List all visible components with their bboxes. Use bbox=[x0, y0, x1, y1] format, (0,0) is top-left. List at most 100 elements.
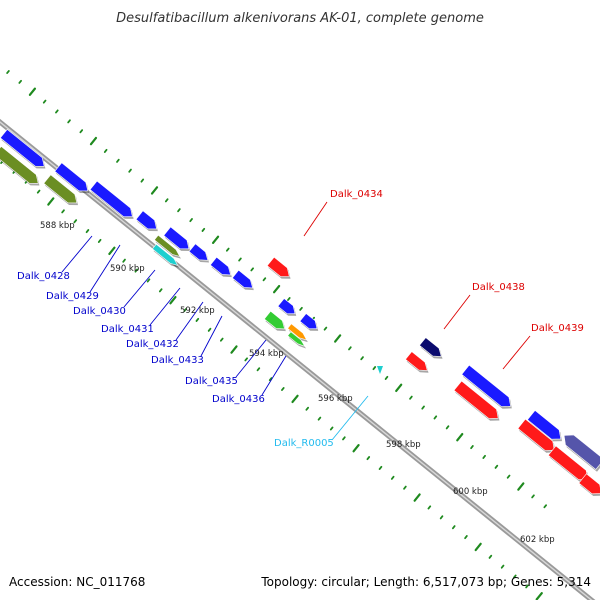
gene-label-dalk-0430: Dalk_0430 bbox=[73, 306, 126, 317]
gene-label-dalk-0433: Dalk_0433 bbox=[151, 355, 204, 366]
gene-arrow-dalk-0433 bbox=[209, 256, 232, 276]
outer-tick bbox=[299, 306, 303, 311]
outer-tick bbox=[360, 356, 364, 361]
gene-label-dalk-0435: Dalk_0435 bbox=[185, 376, 238, 387]
inner-tick bbox=[146, 278, 151, 283]
gene-arrow-olive-2 bbox=[43, 174, 78, 204]
outer-tick bbox=[433, 415, 438, 420]
gene-arrow-blue-r1 bbox=[461, 364, 511, 407]
outer-tick bbox=[494, 464, 499, 469]
gene-arrow-dalk-0431 bbox=[163, 226, 190, 250]
outer-tick bbox=[395, 383, 403, 393]
outer-tick bbox=[150, 186, 159, 195]
leader-dalk-0433 bbox=[200, 315, 223, 357]
leader-dalk-0430 bbox=[123, 269, 156, 308]
inner-tick bbox=[366, 456, 371, 461]
inner-tick bbox=[378, 465, 383, 470]
outer-tick bbox=[543, 504, 548, 509]
gene-arrow-dalk-0434 bbox=[266, 256, 290, 277]
inner-tick bbox=[97, 238, 102, 243]
backbone-line bbox=[0, 118, 596, 600]
inner-tick bbox=[317, 416, 322, 421]
gene-arrow-red-r4 bbox=[578, 473, 600, 495]
scale-label-592: 592 kbp bbox=[180, 306, 215, 316]
gene-label-dalk-0432: Dalk_0432 bbox=[126, 339, 179, 350]
leader-dalk-0431 bbox=[149, 287, 181, 326]
leader-dalk-r0005 bbox=[331, 395, 369, 441]
gene-arrow-olive-1 bbox=[0, 145, 39, 184]
outer-tick bbox=[128, 168, 132, 173]
scale-label-598: 598 kbp bbox=[386, 440, 421, 450]
inner-tick bbox=[73, 219, 78, 224]
leader-dalk-0429 bbox=[89, 244, 121, 293]
outer-tick bbox=[531, 494, 535, 499]
outer-tick bbox=[42, 99, 47, 104]
outer-tick bbox=[456, 432, 464, 442]
scale-label-588: 588 kbp bbox=[40, 221, 75, 231]
gene-arrow-orange-1 bbox=[287, 323, 308, 341]
leader-dalk-0428 bbox=[61, 235, 93, 273]
scale-label-596: 596 kbp bbox=[318, 394, 353, 404]
inner-tick bbox=[413, 493, 421, 502]
genome-summary-text: Topology: circular; Length: 6,517,073 bp… bbox=[260, 575, 591, 589]
gene-arrow-dalk-0438 bbox=[405, 351, 428, 371]
gene-label-dalk-0428: Dalk_0428 bbox=[17, 271, 70, 282]
scale-label-594: 594 kbp bbox=[249, 349, 284, 359]
outer-tick bbox=[177, 208, 181, 213]
inner-tick bbox=[183, 308, 187, 313]
inner-tick bbox=[85, 229, 90, 234]
inner-tick-track bbox=[0, 160, 543, 600]
inner-tick bbox=[427, 505, 432, 510]
outer-tick bbox=[517, 482, 525, 491]
gene-features bbox=[0, 128, 600, 496]
outer-tick bbox=[189, 218, 193, 223]
leader-dalk-0439 bbox=[502, 335, 531, 370]
inner-tick bbox=[305, 406, 310, 411]
inner-tick bbox=[525, 584, 529, 589]
backbone-highlight bbox=[0, 121, 593, 600]
outer-tick bbox=[238, 257, 242, 262]
gene-label-dalk-0438: Dalk_0438 bbox=[472, 282, 525, 293]
gene-arrow-cyan-1 bbox=[151, 243, 179, 266]
inner-tick bbox=[158, 288, 163, 293]
gene-arrow-dalk-0437 bbox=[419, 337, 442, 357]
gene-arrow-dalk-0429 bbox=[89, 180, 133, 218]
gene-arrow-dalk-0435 bbox=[277, 298, 296, 315]
gene-label-dalk-0429: Dalk_0429 bbox=[46, 291, 99, 302]
inner-tick bbox=[500, 564, 505, 569]
inner-tick bbox=[244, 357, 248, 362]
outer-tick bbox=[372, 366, 377, 371]
inner-tick bbox=[281, 387, 285, 391]
outer-tick bbox=[211, 235, 220, 244]
inner-tick bbox=[195, 317, 200, 322]
gene-label-dalk-0439: Dalk_0439 bbox=[531, 323, 584, 334]
gene-arrow-dalk-0430 bbox=[135, 210, 157, 230]
outer-tick bbox=[384, 375, 389, 380]
gene-label-dalk-0434: Dalk_0434 bbox=[330, 189, 383, 200]
outer-tick bbox=[89, 136, 98, 146]
inner-tick bbox=[219, 337, 224, 342]
outer-tick bbox=[409, 395, 413, 400]
inner-tick bbox=[342, 436, 346, 441]
outer-tick bbox=[140, 178, 145, 183]
rna-marker-dalk-r0005 bbox=[377, 366, 383, 374]
inner-tick bbox=[108, 246, 116, 256]
gene-label-dalk-0431: Dalk_0431 bbox=[101, 324, 154, 335]
outer-tick bbox=[201, 227, 206, 232]
inner-tick bbox=[47, 197, 55, 206]
inner-tick bbox=[488, 554, 493, 559]
outer-tick bbox=[79, 129, 84, 134]
gene-arrow-red-r2 bbox=[517, 418, 555, 451]
inner-tick bbox=[439, 515, 444, 520]
accession-text: Accession: NC_011768 bbox=[9, 575, 145, 589]
gene-arrow-green-1 bbox=[263, 310, 286, 330]
gene-arrow-green-2 bbox=[287, 331, 306, 347]
gene-label-leaders bbox=[61, 201, 531, 441]
gene-arrow-dalk-0433b bbox=[231, 269, 254, 289]
inner-tick bbox=[122, 258, 126, 263]
scale-label-590: 590 kbp bbox=[110, 264, 145, 274]
outer-tick bbox=[262, 277, 267, 282]
gene-arrow-dalk-0439 bbox=[453, 380, 499, 419]
inner-tick bbox=[474, 542, 482, 552]
